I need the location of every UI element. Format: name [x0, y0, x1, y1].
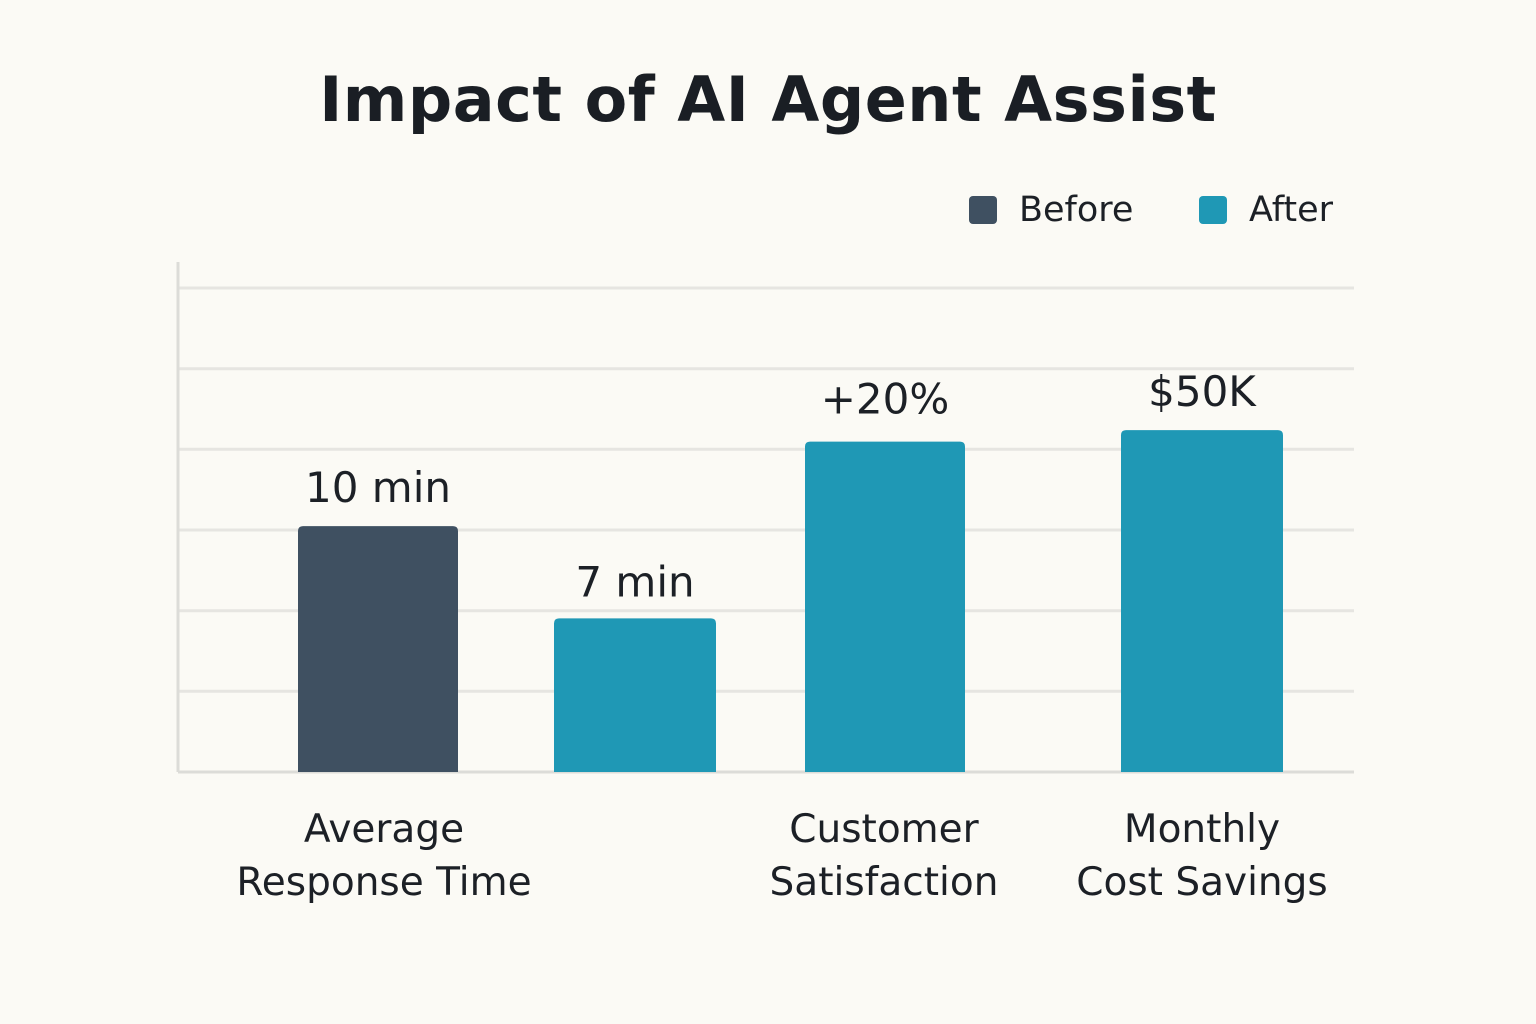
category-label-line: Response Time	[236, 860, 531, 905]
category-label-line: Satisfaction	[770, 860, 999, 905]
bars	[298, 430, 1283, 772]
chart-title: Impact of AI Agent Assist	[319, 63, 1217, 136]
legend-swatch-before	[969, 196, 997, 224]
legend-label-after: After	[1249, 190, 1334, 230]
category-labels: Average Response Time Customer Satisfaction…	[236, 807, 1327, 905]
bar-value-label: $50K	[1148, 367, 1257, 416]
category-label-line: Customer	[789, 807, 979, 852]
bar-before	[298, 526, 458, 772]
legend-swatch-after	[1199, 196, 1227, 224]
bar-value-label: 10 min	[305, 463, 451, 512]
legend-label-before: Before	[1019, 190, 1134, 230]
bar-after	[554, 618, 716, 772]
category-label: Average Response Time	[236, 807, 531, 905]
category-label: Customer Satisfaction	[770, 807, 999, 905]
category-label-line: Average	[304, 807, 464, 852]
legend-item-after: After	[1199, 186, 1333, 234]
bar-value-labels: 10 min 7 min +20% $50K	[305, 367, 1257, 606]
category-label: Monthly Cost Savings	[1076, 807, 1327, 905]
category-label-line: Cost Savings	[1076, 860, 1327, 905]
legend-item-before: Before	[969, 186, 1133, 234]
bar-value-label: +20%	[821, 375, 950, 424]
bar-after	[805, 441, 965, 772]
bar-value-label: 7 min	[575, 557, 694, 606]
bar-after	[1121, 430, 1283, 772]
category-label-line: Monthly	[1124, 807, 1280, 852]
